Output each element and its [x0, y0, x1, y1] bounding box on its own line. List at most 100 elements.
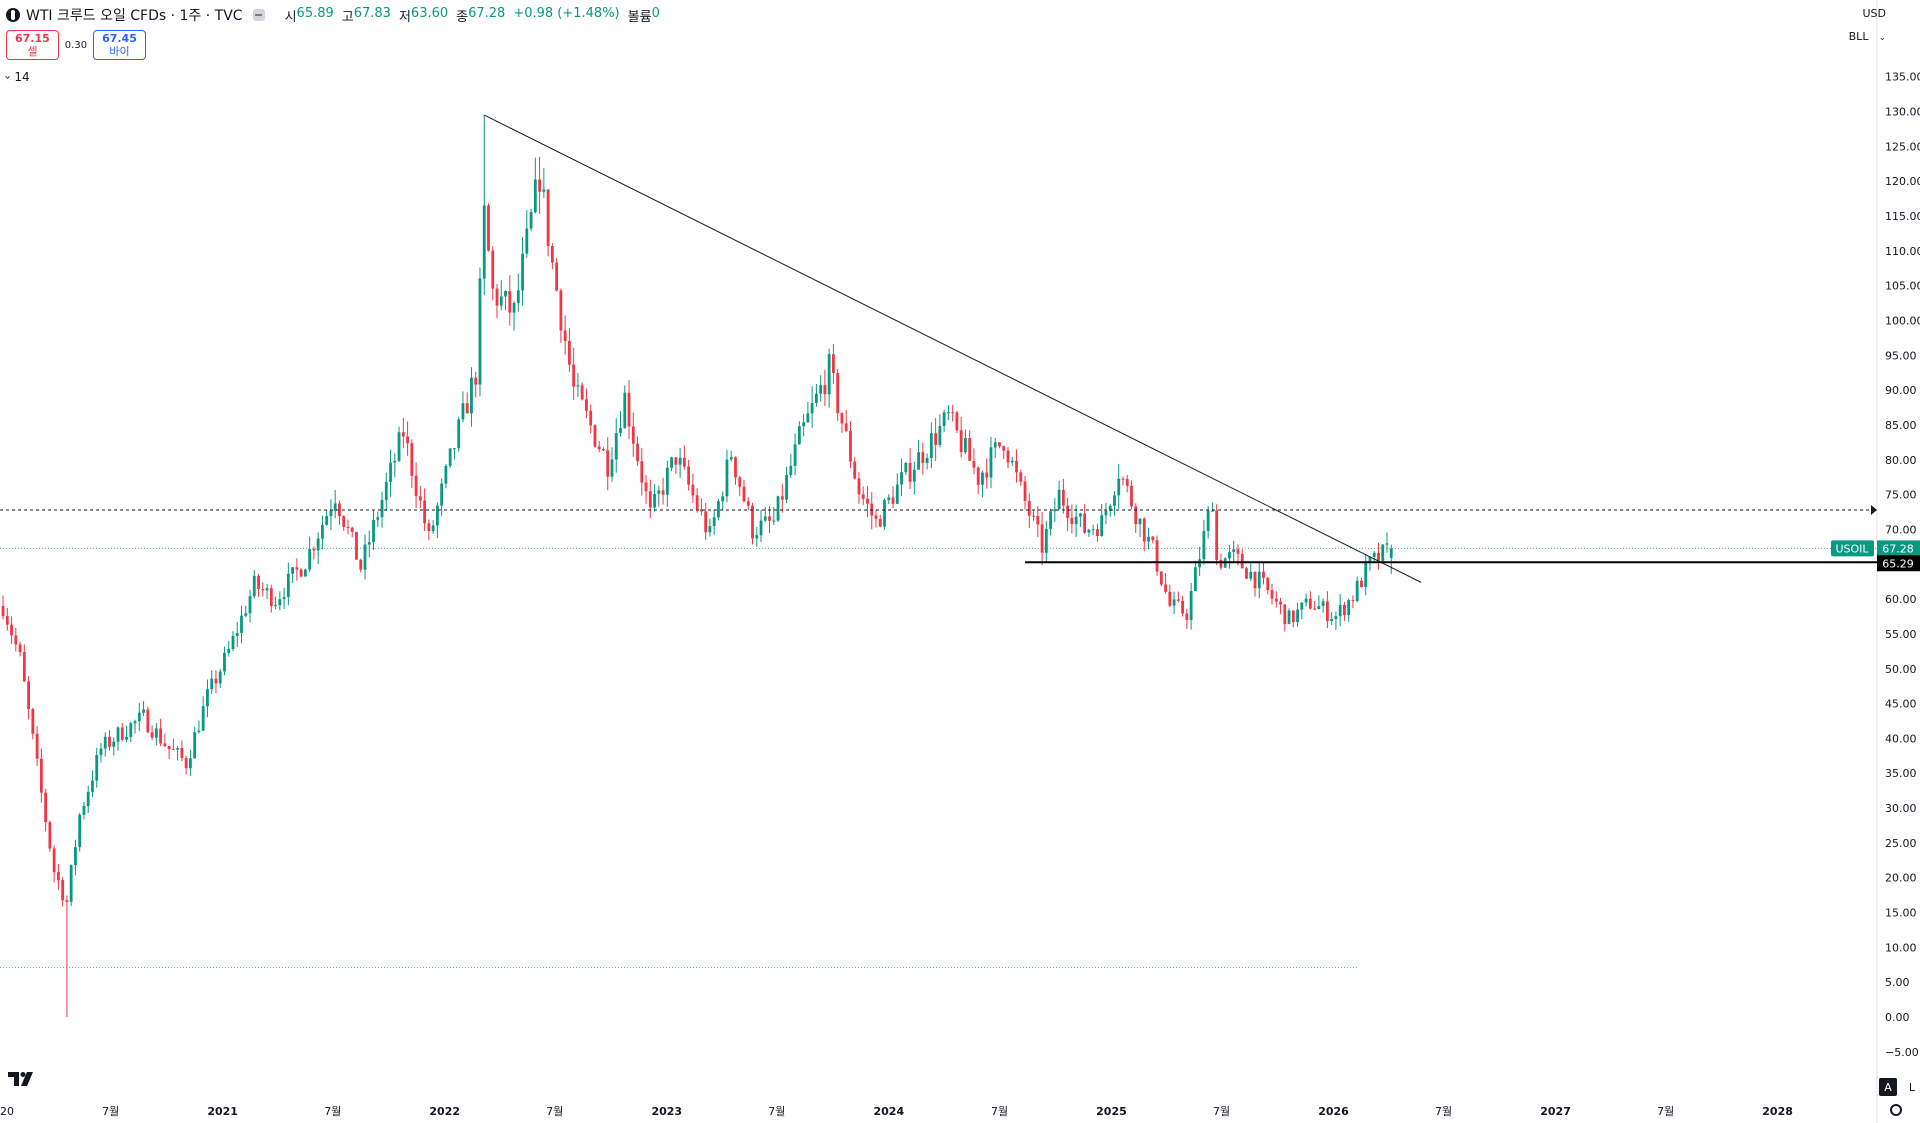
candle-body	[985, 472, 989, 478]
x-tick-label: 7월	[102, 1105, 119, 1118]
candle-body	[406, 436, 409, 444]
x-tick-label: 20	[0, 1105, 14, 1118]
candle-body	[755, 535, 759, 539]
currency-selector[interactable]: USD	[1862, 7, 1886, 20]
y-tick-label: 120.00	[1885, 175, 1920, 188]
symbol-title[interactable]: WTI 크루드 오일 CFDs · 1주 · TVC	[26, 8, 243, 24]
candle-body	[700, 509, 703, 512]
candle-body	[593, 425, 597, 447]
candle-body	[866, 498, 869, 504]
candle-body	[806, 413, 810, 423]
candle-body	[1381, 544, 1385, 562]
candle-body	[576, 385, 580, 387]
candle-body	[235, 632, 239, 636]
candle-body	[661, 490, 665, 495]
x-tick-label: 7월	[991, 1105, 1008, 1118]
candle-body	[1351, 600, 1355, 602]
candle-body	[640, 461, 644, 483]
candle-body	[989, 447, 993, 478]
candle-body	[453, 448, 456, 450]
candle-body	[338, 503, 341, 517]
candle-body	[333, 503, 337, 511]
candle-body	[751, 505, 754, 539]
candle-body	[350, 527, 354, 532]
candle-body	[768, 516, 771, 521]
tradingview-logo-icon[interactable]	[8, 1070, 38, 1088]
candle-body	[1002, 446, 1006, 451]
gear-icon[interactable]	[1890, 1104, 1902, 1116]
candle-body	[1232, 549, 1236, 553]
candle-body	[282, 597, 286, 600]
x-tick-label: 2025	[1096, 1105, 1127, 1118]
candle-body	[457, 419, 461, 449]
candle-body	[1343, 604, 1346, 616]
candle-body	[653, 493, 656, 508]
unit-label: BLL	[1848, 30, 1869, 43]
candle-body	[1074, 516, 1078, 525]
eye-icon[interactable]	[252, 9, 265, 21]
candle-body	[1023, 481, 1027, 502]
candle-body	[367, 542, 371, 545]
price-axis[interactable]: 135.00 130.00 125.00 120.00 115.00 110.00 105.…	[1885, 71, 1920, 1059]
candle-body	[1300, 602, 1304, 610]
candle-body	[295, 567, 299, 570]
candle-body	[10, 624, 13, 636]
candle-body	[418, 496, 422, 501]
candle-body	[163, 743, 167, 747]
candle-body	[929, 433, 933, 459]
candle-body	[785, 474, 788, 500]
candle-body	[39, 758, 43, 793]
candle-body	[482, 205, 486, 279]
log-scale-button[interactable]: L	[1908, 1080, 1916, 1094]
auto-scale-button[interactable]: A	[1879, 1078, 1897, 1096]
candle-body	[1006, 450, 1010, 463]
candle-body	[91, 780, 94, 792]
candle-body	[797, 426, 801, 445]
candle-body	[120, 727, 124, 740]
last-price-label: 67.28	[1882, 542, 1914, 555]
candle-body	[589, 410, 593, 426]
unit-selector[interactable]: BLL ⌄	[1849, 30, 1886, 43]
candle-body	[1130, 485, 1133, 507]
candle-body	[240, 615, 243, 633]
candle-body	[78, 814, 82, 848]
spread-value: 0.30	[64, 39, 88, 51]
drawings[interactable]	[0, 114, 1877, 583]
y-tick-label: 60.00	[1885, 593, 1917, 606]
candle-body	[559, 290, 563, 331]
series-label: USOIL	[1835, 542, 1869, 555]
candle-body	[31, 709, 35, 734]
x-tick-label: 7월	[1213, 1105, 1230, 1118]
candle-body	[35, 733, 39, 759]
currency-label: USD	[1862, 7, 1886, 20]
sell-button[interactable]: 67.15 셀	[6, 30, 59, 60]
trendline[interactable]	[484, 114, 1422, 583]
candle-body	[1181, 600, 1185, 614]
candle-body	[580, 385, 584, 400]
candle-body	[325, 516, 329, 525]
candle-body	[321, 524, 324, 539]
candle-body	[65, 900, 69, 902]
candle-body	[342, 516, 346, 528]
candle-body	[1113, 495, 1116, 506]
candle-body	[1108, 505, 1112, 511]
candle-body	[665, 467, 669, 495]
y-tick-label: 70.00	[1885, 523, 1917, 536]
candle-body	[533, 179, 537, 213]
candle-body	[1061, 489, 1065, 506]
y-tick-label: 110.00	[1885, 245, 1920, 258]
indicators-toggle[interactable]: › 14	[2, 70, 30, 84]
candle-body	[423, 500, 427, 524]
candle-body	[1134, 506, 1138, 525]
candle-body	[900, 472, 903, 485]
candle-body	[214, 678, 218, 684]
trade-buttons: 67.15 셀 0.30 67.45 바이	[6, 30, 146, 60]
candle-body	[921, 452, 925, 463]
time-axis[interactable]: 20 7월 2021 7월 2022 7월 2023 7월 2024 7월 2025 7월 2026 7월…	[0, 1105, 1793, 1118]
candle-body	[57, 872, 60, 881]
x-tick-label: 7월	[768, 1105, 785, 1118]
candle-body	[108, 736, 111, 747]
buy-button[interactable]: 67.45 바이	[93, 30, 146, 60]
candle-body	[1044, 528, 1048, 553]
